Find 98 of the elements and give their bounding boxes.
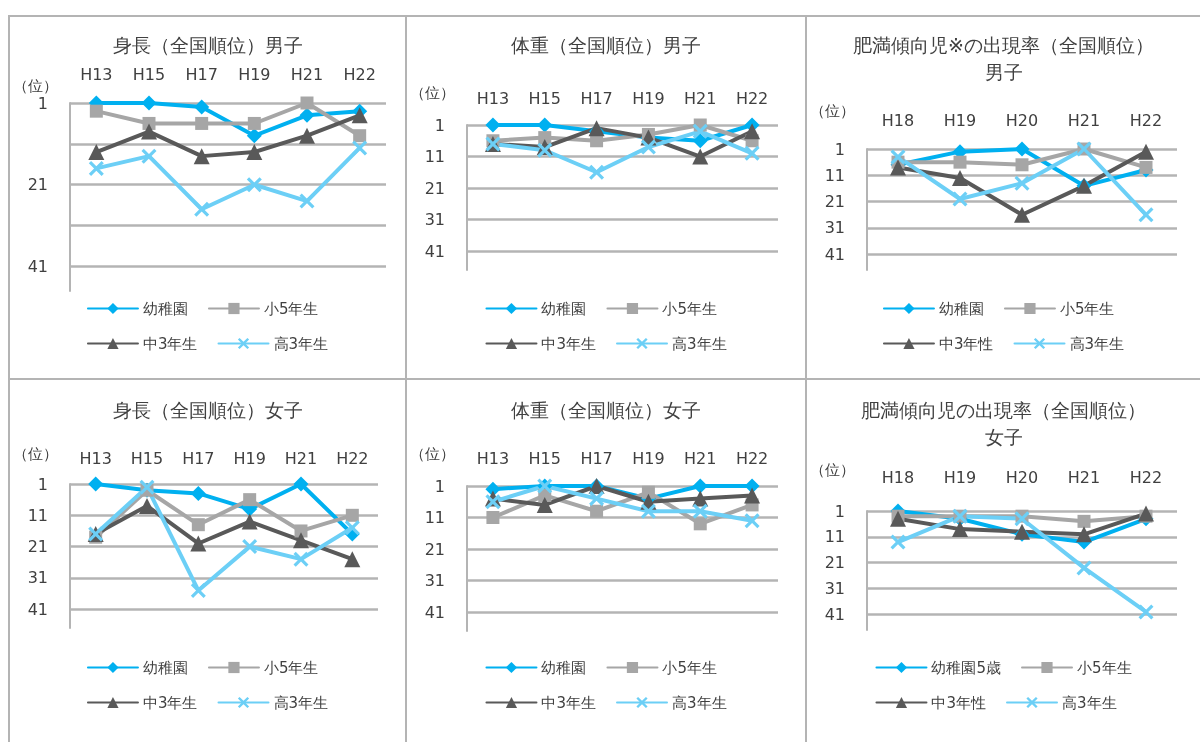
y-tick-label: 1	[37, 474, 48, 494]
legend-label: 中3年性	[938, 334, 994, 353]
y-tick-label: 21	[27, 537, 48, 557]
legend-label: 幼稚園	[541, 299, 587, 318]
y-tick-label: 21	[27, 175, 48, 195]
y-tick-label: 41	[824, 244, 845, 264]
y-tick-label: 1	[37, 93, 48, 113]
x-tick-label: H21	[684, 88, 717, 108]
legend-label: 幼稚園	[142, 658, 188, 677]
chart-title: 体重（全国順位）男子	[511, 33, 701, 56]
x-tick-label: H19	[238, 64, 271, 84]
y-tick-label: 41	[824, 604, 845, 624]
y-tick-label: 1	[434, 115, 445, 135]
chart-title: 身長（全国順位）男子	[112, 33, 303, 56]
y-axis-title: （位）	[810, 460, 855, 479]
chart-title: 肥満傾向児※の出現率（全国順位）男子	[853, 33, 1154, 83]
y-tick-label: 21	[824, 192, 845, 212]
y-tick-label: 11	[424, 147, 445, 167]
y-tick-label: 11	[824, 165, 845, 185]
x-tick-label: H19	[632, 88, 665, 108]
y-tick-label: 41	[424, 602, 445, 622]
y-tick-label: 11	[824, 527, 845, 547]
y-tick-label: 41	[27, 256, 48, 276]
legend-label: 中3年生	[541, 693, 596, 712]
x-tick-label: H17	[580, 448, 613, 468]
x-tick-label: H13	[79, 448, 112, 468]
legend-label: 小5年生	[263, 658, 319, 677]
x-tick-label: H18	[881, 110, 915, 130]
x-tick-label: H19	[943, 110, 977, 130]
x-tick-label: H13	[80, 64, 113, 84]
x-tick-label: H19	[632, 448, 665, 468]
x-tick-label: H15	[130, 448, 164, 468]
legend-label: 小5年生	[1059, 299, 1115, 318]
y-tick-label: 41	[424, 241, 445, 261]
x-tick-label: H15	[132, 64, 166, 84]
x-tick-label: H21	[684, 448, 717, 468]
x-tick-label: H22	[1129, 110, 1163, 130]
y-tick-label: 11	[27, 505, 48, 525]
y-tick-label: 21	[424, 539, 445, 559]
legend-label: 中3年生	[142, 693, 198, 712]
y-tick-label: 1	[434, 476, 445, 496]
x-tick-label: H18	[881, 467, 915, 487]
x-tick-label: H21	[1067, 110, 1101, 130]
legend-label: 中3年性	[931, 693, 986, 712]
y-tick-label: 1	[834, 501, 845, 521]
legend-label: 高3年生	[1069, 334, 1125, 353]
x-tick-label: H22	[336, 448, 369, 468]
x-tick-label: H22	[735, 448, 769, 468]
legend-label: 幼稚園5歳	[931, 658, 1001, 677]
y-tick-label: 1	[834, 139, 845, 159]
x-tick-label: H19	[233, 448, 266, 468]
chart-title: 体重（全国順位）女子	[511, 398, 701, 421]
x-tick-label: H17	[580, 88, 613, 108]
x-tick-label: H20	[1005, 467, 1039, 487]
y-axis-title: （位）	[810, 101, 855, 120]
y-axis-title: （位）	[410, 444, 455, 463]
legend-label: 小5年生	[263, 299, 319, 318]
legend-label: 高3年生	[1062, 693, 1117, 712]
y-axis-title: （位）	[410, 83, 455, 102]
y-axis-title: （位）	[13, 76, 58, 95]
y-axis-title: （位）	[13, 444, 58, 463]
legend-label: 高3年生	[672, 334, 727, 353]
x-tick-label: H22	[1129, 467, 1163, 487]
x-tick-label: H22	[343, 64, 376, 84]
y-tick-label: 31	[424, 571, 445, 591]
y-tick-label: 31	[824, 579, 845, 599]
legend-label: 高3年生	[273, 693, 329, 712]
y-tick-label: 41	[27, 599, 48, 619]
x-tick-label: H15	[528, 448, 561, 468]
y-tick-label: 31	[824, 218, 845, 238]
chart-title: 身長（全国順位）女子	[112, 398, 303, 421]
chart-title: 肥満傾向児の出現率（全国順位）女子	[861, 398, 1146, 448]
x-tick-label: H17	[185, 64, 218, 84]
legend-label: 小5年生	[662, 299, 717, 318]
legend-label: 中3年生	[142, 334, 198, 353]
legend-label: 高3年生	[672, 693, 727, 712]
x-tick-label: H22	[735, 88, 769, 108]
x-tick-label: H15	[528, 88, 561, 108]
x-tick-label: H13	[476, 448, 510, 468]
legend-label: 幼稚園	[142, 299, 188, 318]
legend-label: 中3年生	[541, 334, 596, 353]
x-tick-label: H13	[476, 88, 510, 108]
y-tick-label: 31	[424, 210, 445, 230]
x-tick-label: H17	[182, 448, 215, 468]
legend-label: 小5年生	[662, 658, 717, 677]
x-tick-label: H21	[284, 448, 318, 468]
y-tick-label: 21	[824, 553, 845, 573]
y-tick-label: 11	[424, 508, 445, 528]
x-tick-label: H20	[1005, 110, 1039, 130]
legend-label: 小5年生	[1077, 658, 1132, 677]
y-tick-label: 31	[27, 568, 48, 588]
y-tick-label: 21	[424, 178, 445, 198]
x-tick-label: H19	[943, 467, 977, 487]
legend-label: 幼稚園	[541, 658, 587, 677]
legend-label: 高3年生	[273, 334, 329, 353]
x-tick-label: H21	[1067, 467, 1101, 487]
legend-label: 幼稚園	[938, 299, 984, 318]
x-tick-label: H21	[290, 64, 324, 84]
